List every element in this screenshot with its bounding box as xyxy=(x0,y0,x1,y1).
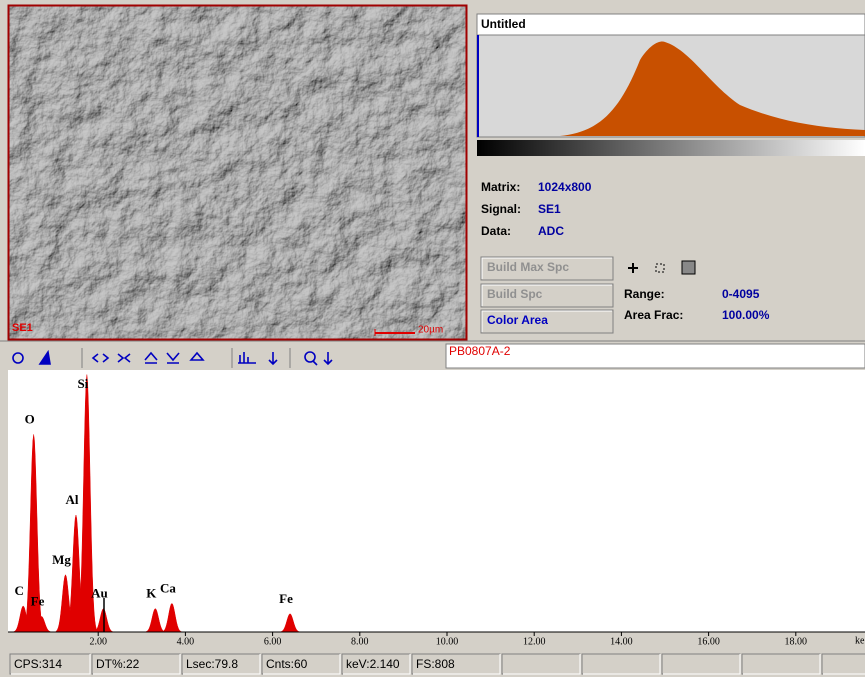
spectrum-name[interactable]: PB0807A-2 xyxy=(449,344,511,358)
x-tick-label: 14.00 xyxy=(610,636,633,647)
x-tick-label: 12.00 xyxy=(523,636,546,647)
info-value: ADC xyxy=(538,224,564,238)
element-label: Fe xyxy=(31,593,45,608)
info-value: 1024x800 xyxy=(538,180,592,194)
spectrum-area xyxy=(8,370,865,632)
status-text: Lsec:79.8 xyxy=(186,657,238,671)
signal-label: SE1 xyxy=(12,322,33,334)
page: SE1 20µm Untitled Matrix: 1024x800 Signa… xyxy=(0,0,865,677)
x-tick-label: 2.00 xyxy=(89,636,107,647)
info-label: Matrix: xyxy=(481,180,520,194)
element-label: K xyxy=(146,586,157,601)
range-value: 0-4095 xyxy=(722,287,760,301)
status-cell xyxy=(822,654,865,674)
status-text: Cnts:60 xyxy=(266,657,308,671)
element-label: Fe xyxy=(279,591,293,606)
x-tick-label: 6.00 xyxy=(264,636,282,647)
scale-label: 20µm xyxy=(418,325,443,336)
x-tick-label: 8.00 xyxy=(351,636,369,647)
status-cell xyxy=(662,654,740,674)
element-label: Si xyxy=(77,376,88,391)
element-label: Mg xyxy=(52,552,71,567)
screen: SE1 20µm Untitled Matrix: 1024x800 Signa… xyxy=(0,0,865,677)
area-frac-value: 100.00% xyxy=(722,308,770,322)
button[interactable]: Color Area xyxy=(481,310,613,333)
status-bar: CPS:314 DT%:22 Lsec:79.8 Cnts:60 keV:2.140 FS… xyxy=(10,654,865,674)
status-text: FS:808 xyxy=(416,657,455,671)
status-text: CPS:314 xyxy=(14,657,62,671)
element-label: C xyxy=(15,583,24,598)
grid-icon[interactable] xyxy=(682,261,695,274)
element-label: Au xyxy=(91,586,108,601)
element-label: Ca xyxy=(160,580,176,595)
button[interactable]: Build Spc xyxy=(481,284,613,307)
x-tick-label: 10.00 xyxy=(436,636,459,647)
gray-scale-bar xyxy=(477,140,865,156)
range-label: Range: xyxy=(624,287,665,301)
area-frac-label: Area Frac: xyxy=(624,308,683,322)
status-cell xyxy=(742,654,820,674)
status-text: keV:2.140 xyxy=(346,657,400,671)
info-label: Data: xyxy=(481,224,511,238)
info-value: SE1 xyxy=(538,202,561,216)
x-tick-label: 18.00 xyxy=(785,636,808,647)
x-tick-label: 4.00 xyxy=(177,636,195,647)
status-text: DT%:22 xyxy=(96,657,140,671)
button-label[interactable]: Build Spc xyxy=(487,287,543,301)
x-tick-label: 16.00 xyxy=(697,636,720,647)
button[interactable]: Build Max Spc xyxy=(481,257,613,280)
element-label: Al xyxy=(65,492,78,507)
element-label: O xyxy=(25,411,35,426)
title-box xyxy=(477,14,865,35)
button-label[interactable]: Color Area xyxy=(487,313,548,327)
button-label[interactable]: Build Max Spc xyxy=(487,260,569,274)
panel-title: Untitled xyxy=(481,17,526,31)
info-label: Signal: xyxy=(481,202,521,216)
status-cell xyxy=(502,654,580,674)
x-axis-label: ke xyxy=(855,635,865,646)
status-cell xyxy=(582,654,660,674)
sem-image xyxy=(9,6,466,339)
